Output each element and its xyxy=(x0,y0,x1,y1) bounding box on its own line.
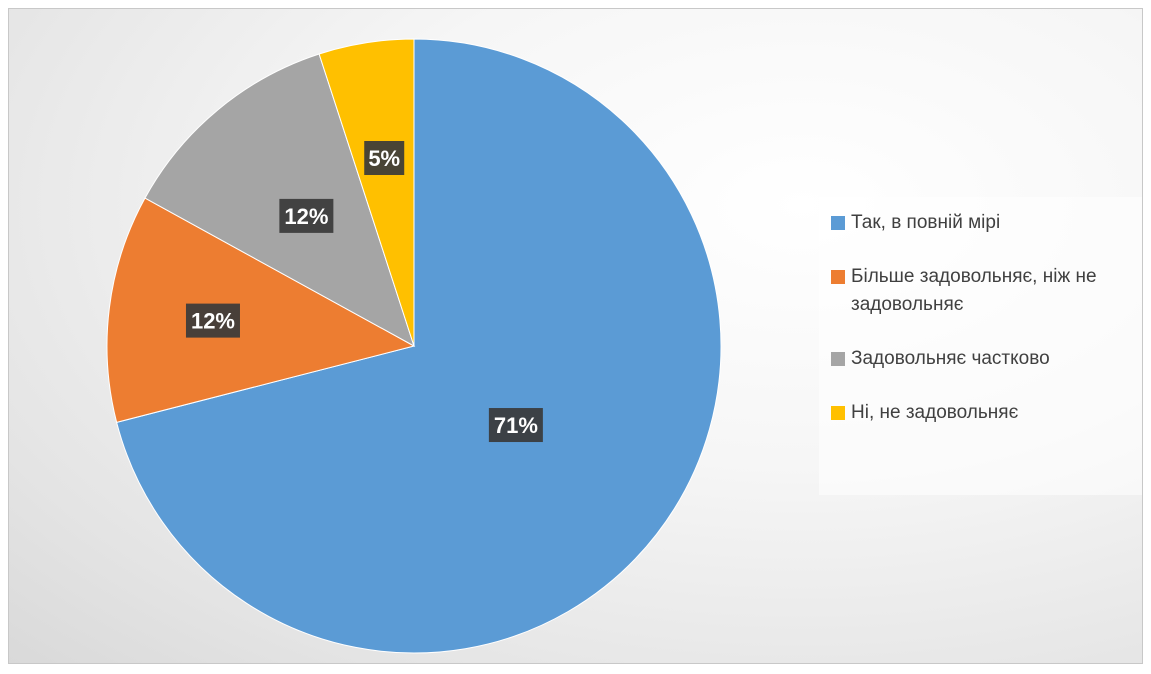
data-label-box xyxy=(185,303,240,338)
legend-label: Більше задовольняє, ніж не задовольняє xyxy=(851,266,1097,315)
pie-slice xyxy=(106,197,416,423)
legend-label: Задовольняє частково xyxy=(851,348,1050,369)
pie-chart: 71% 12% 12% 5% xyxy=(106,38,722,654)
data-label-text: 12% xyxy=(191,309,235,334)
data-label-text: 12% xyxy=(284,204,328,229)
data-label: 71% xyxy=(488,408,543,443)
data-label-box xyxy=(488,408,543,443)
legend-swatch xyxy=(831,406,845,420)
legend-label: Так, в повній мірі xyxy=(851,212,1001,233)
legend-item: Ні, не задовольняє xyxy=(831,399,1142,427)
data-label-box xyxy=(279,198,334,233)
data-label-box xyxy=(364,141,405,176)
legend-item: Так, в повній мірі xyxy=(831,209,1142,237)
legend-label: Ні, не задовольняє xyxy=(851,402,1019,423)
data-label: 12% xyxy=(279,198,334,233)
legend-swatch xyxy=(831,216,845,230)
legend-swatch xyxy=(831,270,845,284)
legend-swatch xyxy=(831,352,845,366)
legend: Так, в повній мірі Більше задовольняє, н… xyxy=(819,197,1142,495)
legend-item: Задовольняє частково xyxy=(831,345,1142,373)
pie-slice xyxy=(116,38,722,654)
chart-area: 71% 12% 12% 5% Так, в повній мірі Більше за… xyxy=(8,8,1143,664)
legend-item: Більше задовольняє, ніж не задовольняє xyxy=(831,263,1142,319)
data-label: 5% xyxy=(364,141,405,176)
data-label-text: 71% xyxy=(494,413,538,438)
data-label: 12% xyxy=(185,303,240,338)
data-label-text: 5% xyxy=(368,146,400,171)
pie-slice xyxy=(318,38,415,347)
